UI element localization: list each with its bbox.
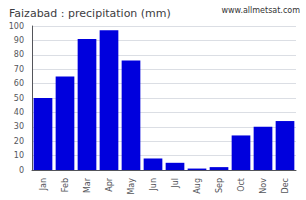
svg-text:20: 20 xyxy=(14,137,24,146)
svg-text:Oct: Oct xyxy=(237,178,246,192)
svg-text:Mar: Mar xyxy=(83,177,92,193)
svg-text:Sep: Sep xyxy=(215,178,224,193)
svg-text:Faizabad : precipitation (mm): Faizabad : precipitation (mm) xyxy=(9,7,171,20)
svg-text:Jun: Jun xyxy=(149,178,158,192)
svg-text:Jul: Jul xyxy=(171,178,180,189)
svg-text:Jan: Jan xyxy=(39,178,48,191)
svg-text:30: 30 xyxy=(14,122,24,131)
svg-text:Nov: Nov xyxy=(259,178,268,194)
svg-text:60: 60 xyxy=(14,79,24,88)
svg-text:0: 0 xyxy=(19,166,24,175)
svg-text:Feb: Feb xyxy=(61,178,70,192)
svg-text:Dec: Dec xyxy=(281,178,290,193)
svg-text:100: 100 xyxy=(9,22,24,31)
svg-text:40: 40 xyxy=(14,108,24,117)
svg-text:www.allmetsat.com: www.allmetsat.com xyxy=(222,6,301,15)
svg-text:May: May xyxy=(127,178,136,195)
svg-text:70: 70 xyxy=(14,65,24,74)
svg-text:90: 90 xyxy=(14,36,24,45)
svg-text:Apr: Apr xyxy=(105,177,114,192)
svg-text:50: 50 xyxy=(14,94,24,103)
svg-text:80: 80 xyxy=(14,50,24,59)
svg-text:10: 10 xyxy=(14,151,24,160)
svg-text:Aug: Aug xyxy=(193,178,202,194)
